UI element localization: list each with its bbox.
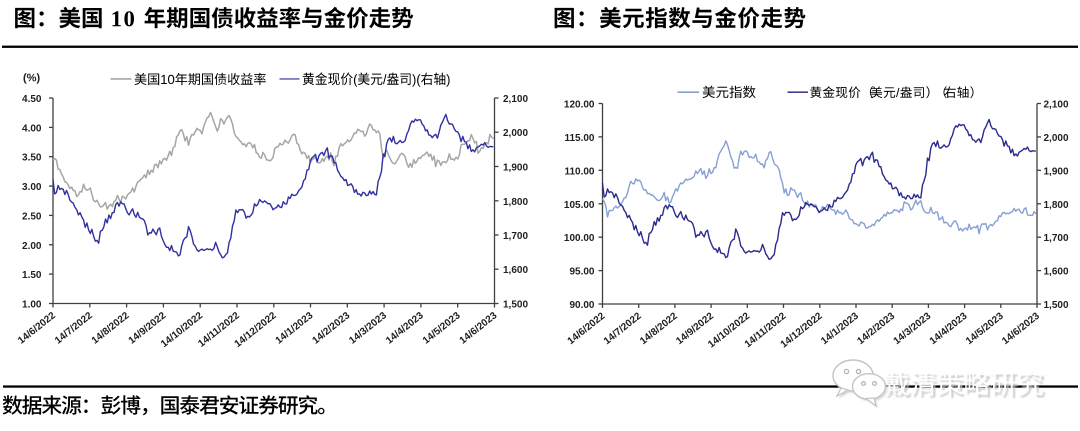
svg-text:4.50: 4.50 [22, 94, 42, 105]
svg-text:1,500: 1,500 [503, 300, 528, 311]
svg-text:2,000: 2,000 [503, 128, 528, 139]
svg-text:105.00: 105.00 [564, 200, 595, 211]
svg-text:3.50: 3.50 [22, 153, 42, 164]
svg-text:2.50: 2.50 [22, 211, 42, 222]
svg-text:1,600: 1,600 [503, 265, 528, 276]
svg-text:110.00: 110.00 [564, 166, 594, 177]
svg-text:1,500: 1,500 [1044, 300, 1069, 311]
svg-text:1,800: 1,800 [1044, 200, 1069, 211]
svg-text:2.00: 2.00 [22, 241, 42, 252]
svg-text:3.00: 3.00 [22, 182, 42, 193]
svg-text:1,700: 1,700 [503, 231, 528, 242]
svg-text:120.00: 120.00 [564, 100, 595, 111]
svg-text:2,000: 2,000 [1044, 133, 1069, 144]
svg-text:1,700: 1,700 [1044, 233, 1069, 244]
svg-text:1,900: 1,900 [503, 163, 528, 174]
svg-text:1.50: 1.50 [22, 270, 42, 281]
svg-text:2,100: 2,100 [1044, 100, 1069, 111]
svg-text:2,100: 2,100 [503, 94, 528, 105]
svg-text:1,600: 1,600 [1044, 267, 1069, 278]
svg-text:100.00: 100.00 [564, 233, 595, 244]
svg-text:1,800: 1,800 [503, 197, 528, 208]
svg-text:4.00: 4.00 [22, 123, 42, 134]
svg-text:1,900: 1,900 [1044, 166, 1069, 177]
svg-text:1.00: 1.00 [22, 300, 42, 311]
svg-text:95.00: 95.00 [569, 267, 594, 278]
svg-text:115.00: 115.00 [564, 133, 594, 144]
svg-text:90.00: 90.00 [569, 300, 594, 311]
